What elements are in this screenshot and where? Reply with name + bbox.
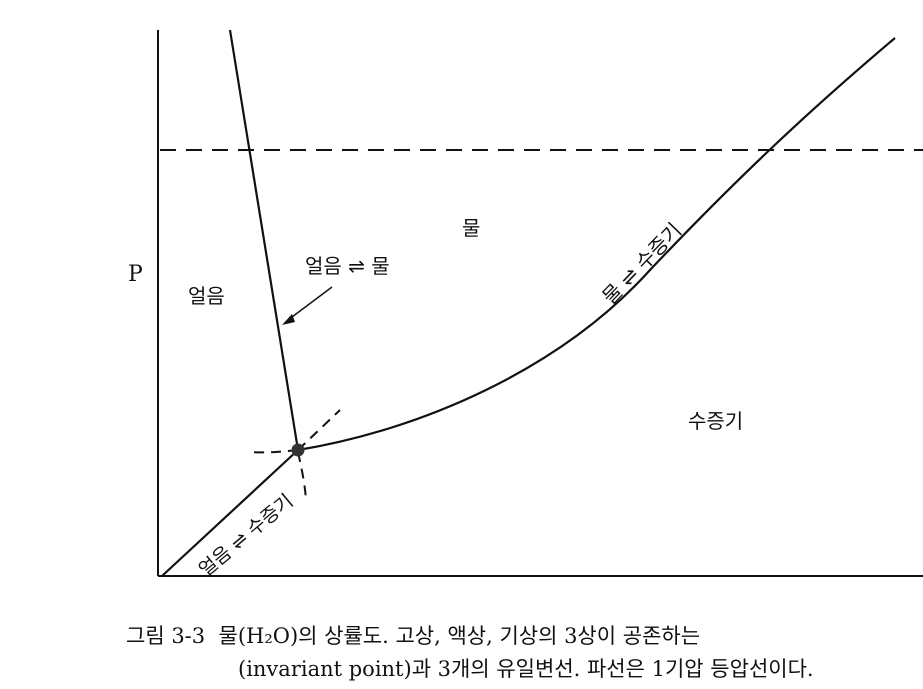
vapor-region-label: 수증기 bbox=[688, 409, 744, 433]
phase-diagram bbox=[157, 29, 923, 577]
ice-vapor-extension-dashed bbox=[297, 409, 341, 451]
ice-region-label: 얼음 bbox=[188, 284, 225, 308]
water-vapor-curve bbox=[297, 37, 896, 452]
figure-number: 그림 3-3 bbox=[126, 624, 206, 648]
water-vapor-extension-dashed bbox=[249, 449, 299, 454]
y-axis-label: P bbox=[128, 262, 143, 287]
arrow-head-icon bbox=[282, 314, 295, 325]
melting-curve-arrow bbox=[287, 286, 333, 321]
figure-caption-line-2: (invariant point)과 3개의 유일변선. 파선은 1기압 등압선… bbox=[238, 653, 814, 683]
figure-caption-line-1: 그림 3-3 물(H₂O)의 상률도. 고상, 액상, 기상의 3상이 공존하는 bbox=[126, 620, 700, 650]
ice-water-curve-label: 얼음 ⇌ 물 bbox=[305, 254, 390, 278]
ice-water-extension-dashed bbox=[297, 451, 307, 501]
ice-vapor-curve bbox=[161, 449, 299, 577]
caption-text-2: (invariant point)과 3개의 유일변선. 파선은 1기압 등압선… bbox=[238, 657, 814, 681]
ice-water-curve bbox=[228, 29, 300, 451]
caption-text-1: 물(H₂O)의 상률도. 고상, 액상, 기상의 3상이 공존하는 bbox=[218, 624, 701, 648]
water-region-label: 물 bbox=[462, 216, 481, 240]
triple-point bbox=[291, 443, 305, 457]
